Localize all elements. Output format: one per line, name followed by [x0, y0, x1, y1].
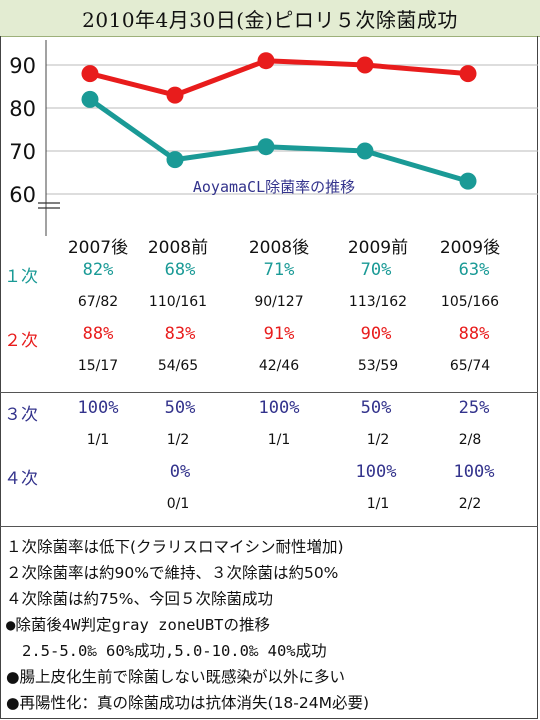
rate-percent: 0% — [169, 462, 191, 482]
rate-fraction: 1/1 — [86, 432, 110, 448]
y-tick-label: 90 — [9, 54, 36, 78]
note-4: ●除菌後4W判定gray zoneUBTの推移 — [6, 616, 270, 634]
rate-percent: 91% — [263, 324, 295, 344]
row-label: １次 — [4, 267, 38, 287]
rate-percent: 25% — [458, 398, 490, 418]
data-point — [81, 90, 99, 108]
row-label: ３次 — [4, 405, 38, 425]
series-line — [89, 58, 469, 98]
x-tick-label: 2008後 — [248, 238, 310, 258]
rate-percent: 88% — [458, 324, 490, 344]
rate-percent: 70% — [360, 260, 392, 280]
data-point — [166, 151, 184, 169]
rate-fraction: 15/17 — [77, 358, 119, 374]
rate-percent: 50% — [360, 398, 392, 418]
rate-percent: 82% — [82, 260, 114, 280]
rate-percent: 71% — [263, 260, 295, 280]
rate-fraction: 110/161 — [148, 294, 208, 310]
y-tick-label: 80 — [9, 97, 36, 121]
rate-fraction: 65/74 — [449, 358, 491, 374]
row-label: ２次 — [4, 331, 38, 351]
rate-fraction: 1/2 — [166, 432, 190, 448]
note-5: 2.5-5.0‰ 60%成功,5.0-10.0‰ 40%成功 — [22, 642, 327, 660]
panel-frame — [0, 36, 538, 719]
notes-block: １次除菌率は低下(クラリスロマイシン耐性増加) ２次除菌率は約90%で維持、３次… — [6, 534, 532, 716]
divider-2 — [0, 526, 538, 527]
rate-fraction: 67/82 — [77, 294, 119, 310]
data-point — [257, 138, 275, 156]
rate-fraction: 1/1 — [366, 496, 390, 512]
note-3: ４次除菌は約75%、今回５次除菌成功 — [6, 590, 273, 608]
rate-fraction: 90/127 — [254, 294, 304, 310]
rate-fraction: 113/162 — [348, 294, 408, 310]
rate-fraction: 1/1 — [267, 432, 291, 448]
y-tick-label: 60 — [9, 183, 36, 207]
divider-1 — [0, 392, 538, 393]
note-1: １次除菌率は低下(クラリスロマイシン耐性増加) — [6, 538, 344, 556]
data-point — [459, 65, 477, 83]
rate-percent: 63% — [458, 260, 490, 280]
rate-percent: 100% — [258, 398, 300, 418]
data-point — [356, 142, 374, 160]
note-6: ●腸上皮化生前で除菌しない既感染が以外に多い — [6, 668, 346, 686]
data-point — [81, 65, 99, 83]
rate-percent: 83% — [164, 324, 196, 344]
rate-fraction: 42/46 — [258, 358, 300, 374]
data-point — [257, 52, 275, 70]
note-7: ●再陽性化：真の除菌成功は抗体消失(18-24M必要) — [6, 694, 370, 712]
data-point — [356, 56, 374, 74]
row-label: ４次 — [4, 469, 38, 489]
rate-fraction: 2/8 — [458, 432, 482, 448]
rate-percent: 50% — [164, 398, 196, 418]
series-line — [88, 97, 469, 184]
x-tick-label: 2009後 — [439, 238, 501, 258]
rate-percent: 100% — [453, 462, 495, 482]
x-tick-label: 2009前 — [347, 238, 409, 258]
rate-fraction: 2/2 — [458, 496, 482, 512]
page-title: 2010年4月30日(金)ピロリ５次除菌成功 — [0, 0, 540, 37]
rate-percent: 100% — [77, 398, 119, 418]
rate-fraction: 1/2 — [366, 432, 390, 448]
rate-percent: 90% — [360, 324, 392, 344]
y-tick-label: 70 — [9, 140, 36, 164]
rate-fraction: 0/1 — [166, 496, 190, 512]
x-tick-label: 2008前 — [147, 238, 209, 258]
title-text: 2010年4月30日(金)ピロリ５次除菌成功 — [82, 7, 458, 32]
line-chart: 90 80 70 60 AoyamaCL除菌率の推移 — [9, 40, 538, 236]
data-point — [166, 86, 184, 104]
rate-fraction: 105/166 — [440, 294, 500, 310]
rate-percent: 68% — [164, 260, 196, 280]
rate-fraction: 54/65 — [157, 358, 199, 374]
rate-percent: 88% — [82, 324, 114, 344]
note-2: ２次除菌率は約90%で維持、３次除菌は約50% — [6, 564, 339, 582]
rate-fraction: 53/59 — [357, 358, 399, 374]
x-tick-label: 2007後 — [67, 238, 129, 258]
chart-annotation: AoyamaCL除菌率の推移 — [193, 178, 355, 196]
data-point — [459, 172, 477, 190]
rate-percent: 100% — [355, 462, 397, 482]
